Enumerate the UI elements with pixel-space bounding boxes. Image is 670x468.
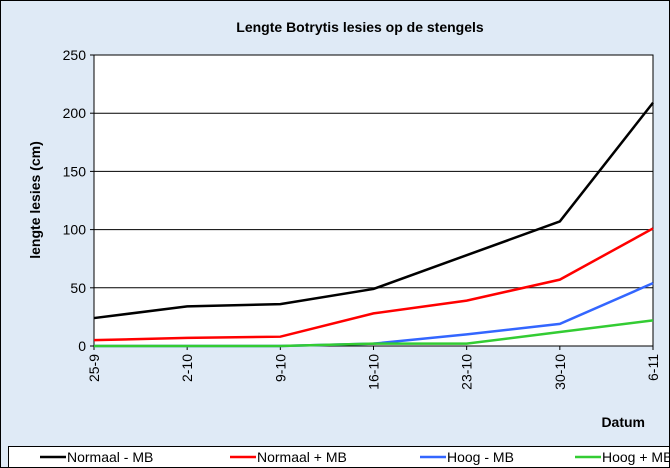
y-tick-label: 100 [63,222,87,238]
x-tick-label: 2-10 [179,354,195,382]
x-tick-label: 9-10 [272,354,288,382]
legend-label: Normaal + MB [257,449,347,465]
legend-label: Normaal - MB [67,449,153,465]
x-tick-label: 6-11 [645,354,661,381]
y-tick-label: 200 [63,105,87,121]
series-line [94,319,654,348]
y-tick-label: 250 [63,47,87,63]
x-tick-label: 30-10 [552,354,568,390]
y-axis-label: lengte lesies (cm) [27,141,43,259]
legend-label: Hoog + MB [602,449,670,465]
y-tick-label: 50 [70,280,86,296]
series-line [93,227,654,342]
series-line [93,101,654,320]
chart-title: Lengte Botrytis lesies op de stengels [236,19,484,35]
x-tick-label: 23-10 [459,354,475,390]
x-tick-label: 25-9 [86,354,102,382]
plot-area [93,54,654,347]
y-tick-label: 0 [78,338,86,354]
x-axis-label: Datum [601,414,645,430]
y-tick-label: 150 [63,163,87,179]
x-tick-label: 16-10 [366,354,382,390]
legend-label: Hoog - MB [447,449,514,465]
